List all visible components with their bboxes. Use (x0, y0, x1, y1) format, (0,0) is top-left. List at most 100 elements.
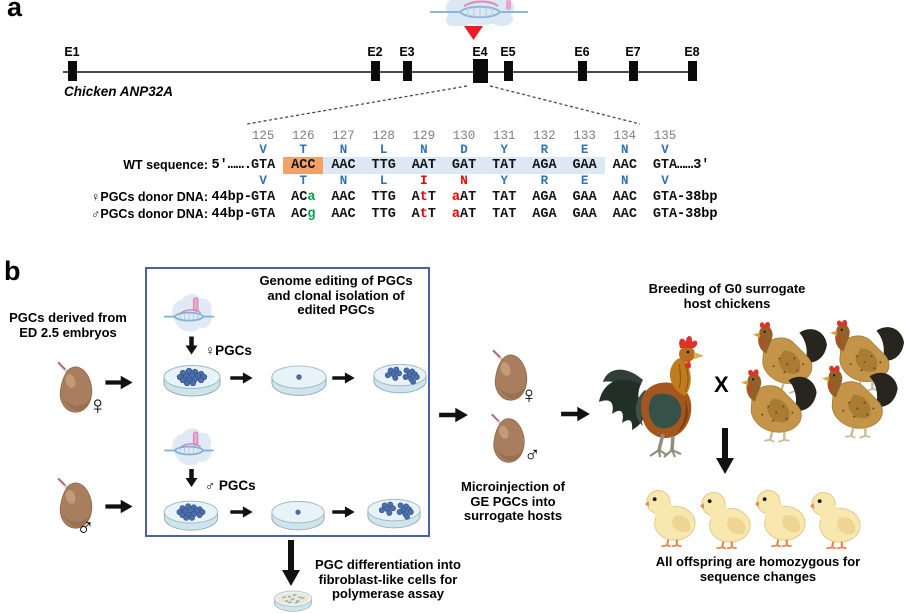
seq-cell: GTA (652, 207, 678, 222)
seq-cell: ACg (291, 207, 316, 222)
seq-cell: R (540, 174, 549, 188)
gene-name: Chicken ANP32A (64, 84, 174, 99)
exon-label-e2: E2 (367, 45, 383, 59)
seq-cell: D (460, 143, 468, 157)
seq-cell: N (621, 174, 629, 188)
exon-e8 (687, 61, 697, 81)
seq-cell: AAC (612, 158, 637, 173)
seq-cell: N (420, 143, 428, 157)
seq-cell: AtT (411, 207, 436, 222)
petri-dish-male-pgcs-icon (163, 500, 219, 531)
arrow-male-dish1-to-dish2 (230, 506, 253, 518)
seq-cell: ACa (291, 190, 316, 205)
chick-icon-1 (645, 489, 697, 548)
female-donor-label: ♀PGCs donor DNA: (90, 190, 208, 204)
differentiation-text: PGC differentiation into fibroblast-like… (315, 557, 461, 601)
seq-cell: 126 (292, 129, 315, 143)
seq-cell: AAC (331, 207, 356, 222)
exon-e3 (402, 61, 412, 81)
seq-cell: V (259, 174, 267, 188)
seq-cell: AAC (323, 157, 364, 174)
exon-label-e4: E4 (472, 45, 488, 59)
seq-cell: 125 (251, 129, 275, 143)
pgcs-derived-text: PGCs derived from ED 2.5 embryos (9, 310, 127, 340)
seq-cell: 131 (492, 129, 516, 143)
target-site-triangle-icon (464, 26, 483, 40)
wt-prefix: 5'……. (211, 158, 252, 173)
arrow-male-egg-to-box (105, 499, 133, 514)
seq-cell: TTG (371, 207, 396, 222)
seq-cell: GAT (443, 157, 485, 174)
chick-icon-4 (810, 491, 862, 550)
arrow-male-dish2-to-dish3 (332, 506, 355, 518)
seq-cell: GAA (572, 190, 597, 205)
crispr-cas9-icon (430, 0, 528, 26)
seq-cell: V (259, 143, 267, 157)
seq-cell: AAT (403, 157, 444, 174)
microinjection-text: Microinjection of GE PGCs into surrogate… (461, 479, 565, 523)
seq-cell: GAA (572, 207, 597, 222)
seq-cell: N (460, 174, 468, 188)
crispr-cas9-icon-female (162, 293, 216, 333)
chick-icon-2 (700, 491, 752, 550)
seq-cell: aAT (451, 207, 477, 222)
seq-cell: TAT (492, 207, 517, 222)
panel-a-label: a (7, 0, 23, 22)
seq-cell: L (379, 174, 388, 188)
seq-cell: 130 (452, 129, 476, 143)
seq-cell: N (339, 143, 348, 157)
male-donor-prefix: 44bp- (211, 207, 252, 222)
seq-cell: E (580, 174, 589, 188)
petri-dish-male-expanded-icon (367, 498, 421, 529)
wt-sequence-label: WT sequence: (123, 158, 208, 172)
codon-number-row: 125 126 127 128 129 130 131 132 133 134 135 (0, 129, 905, 143)
exon-e2 (370, 61, 380, 81)
breeding-title: Breeding of G0 surrogate host chickens (648, 281, 806, 311)
seq-cell: Y (500, 143, 508, 157)
seq-cell: T (299, 143, 308, 157)
hens-icon (739, 320, 904, 444)
female-donor-prefix: 44bp- (211, 190, 252, 205)
arrow-down-to-offspring (716, 428, 734, 474)
seq-cell: 129 (412, 129, 436, 143)
arrow-female-dish1-to-dish2 (230, 372, 253, 384)
exon-e4 (472, 59, 488, 83)
male-donor-label: ♂PGCs donor DNA: (90, 207, 208, 221)
seq-cell: AAC (612, 207, 637, 222)
gene-intron-line (63, 71, 697, 73)
male-donor-dna-row: ♂PGCs donor DNA: 44bp- GTA ACg AAC TTG AtT aA… (0, 206, 905, 223)
seq-cell: GTA (652, 190, 678, 205)
panel-b-label: b (4, 256, 21, 286)
female-pgcs-label: ♀PGCs (205, 343, 252, 358)
female-donor-suffix: -38bp (677, 190, 718, 205)
box-title: Genome editing of PGCs and clonal isolat… (259, 273, 413, 317)
seq-cell: AAC (331, 190, 356, 205)
wt-suffix: ……3' (677, 158, 710, 173)
exon-e7 (628, 61, 638, 81)
male-symbol: ♂ (76, 514, 95, 542)
petri-dish-female-clone-icon (271, 365, 327, 396)
seq-cell: N (339, 174, 348, 188)
exon-label-e7: E7 (625, 45, 641, 59)
seq-cell: AGA (524, 157, 565, 174)
female-symbol-injected: ♀ (520, 382, 538, 409)
seq-cell: TTG (363, 157, 404, 174)
seq-cell: TAT (484, 157, 525, 174)
seq-cell: TAT (492, 190, 517, 205)
arrow-injection-to-breeding (561, 406, 590, 422)
petri-dish-fibroblasts-icon (274, 590, 312, 612)
seq-cell: TTG (371, 190, 396, 205)
seq-cell: R (540, 143, 549, 157)
arrow-down-female-editing (185, 336, 198, 355)
seq-cell: GTA (250, 190, 276, 205)
female-donor-dna-row: ♀PGCs donor DNA: 44bp- GTA ACa AAC TTG AtT aA… (0, 189, 905, 206)
arrow-down-to-differentiation (282, 540, 300, 586)
rooster-icon (597, 334, 706, 459)
seq-cell: 132 (533, 129, 556, 143)
male-pgcs-label: ♂ PGCs (205, 478, 256, 493)
exon-label-e6: E6 (574, 45, 590, 59)
seq-cell: AGA (532, 207, 557, 222)
exon-label-e8: E8 (684, 45, 700, 59)
